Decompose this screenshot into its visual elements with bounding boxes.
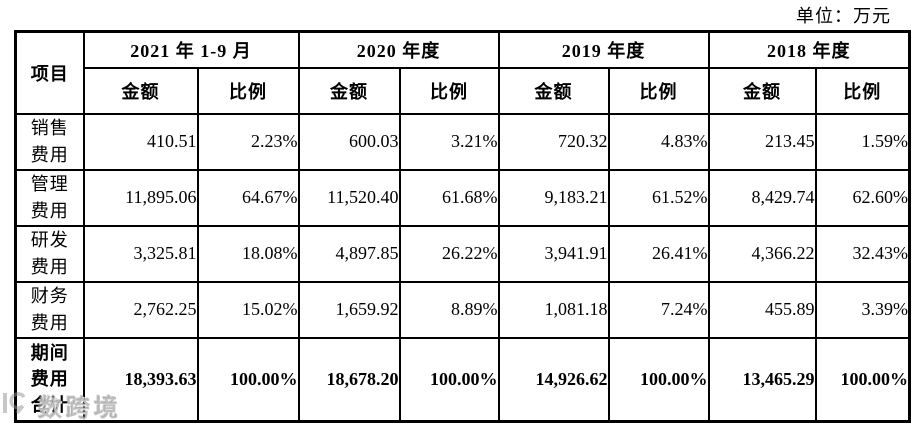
column-header-period-2020: 2020 年度: [297, 30, 500, 69]
cell-ratio: 26.41%: [607, 224, 710, 283]
row-label: 财务 费用: [14, 280, 85, 339]
cell-ratio: 1.59%: [814, 112, 911, 171]
cell-amount: 4,366.22: [707, 224, 817, 283]
cell-ratio: 2.23%: [196, 112, 300, 171]
column-header-amount: 金额: [497, 66, 610, 115]
cell-amount: 213.45: [707, 112, 817, 171]
table-header-period-row: 项目 2021 年 1-9 月 2020 年度 2019 年度 2018 年度: [14, 30, 911, 115]
cell-ratio: 15.02%: [196, 280, 300, 339]
column-header-period-2019: 2019 年度: [497, 30, 710, 69]
cell-ratio: 64.67%: [196, 168, 300, 227]
row-label: 研发 费用: [14, 224, 85, 283]
cell-ratio: 4.83%: [607, 112, 710, 171]
cell-amount: 720.32: [497, 112, 610, 171]
column-header-item: 项目: [14, 30, 85, 115]
column-header-period-2021: 2021 年 1-9 月: [82, 30, 300, 69]
table-row-admin-expense: 管理 费用 11,895.06 64.67% 11,520.40 61.68% …: [14, 168, 911, 227]
column-header-period-2018: 2018 年度: [707, 30, 911, 69]
table-row-sales-expense: 销售 费用 410.51 2.23% 600.03 3.21% 720.32 4…: [14, 112, 911, 171]
cell-amount: 4,897.85: [297, 224, 401, 283]
column-header-amount: 金额: [297, 66, 401, 115]
cell-ratio: 61.52%: [607, 168, 710, 227]
cell-amount: 18,678.20: [297, 336, 401, 423]
column-header-ratio: 比例: [398, 66, 500, 115]
table-row-rd-expense: 研发 费用 3,325.81 18.08% 4,897.85 26.22% 3,…: [14, 224, 911, 283]
cell-ratio: 3.21%: [398, 112, 500, 171]
cell-amount: 14,926.62: [497, 336, 610, 423]
cell-amount: 2,762.25: [82, 280, 199, 339]
cell-amount: 3,325.81: [82, 224, 199, 283]
cell-amount: 13,465.29: [707, 336, 817, 423]
cell-amount: 600.03: [297, 112, 401, 171]
cell-ratio: 3.39%: [814, 280, 911, 339]
cell-ratio: 61.68%: [398, 168, 500, 227]
cell-amount: 11,895.06: [82, 168, 199, 227]
cell-amount: 455.89: [707, 280, 817, 339]
cell-ratio: 18.08%: [196, 224, 300, 283]
row-label: 销售 费用: [14, 112, 85, 171]
expense-table: 项目 2021 年 1-9 月 2020 年度 2019 年度 2018 年度 …: [14, 30, 911, 423]
unit-label: 单位：万元: [796, 6, 891, 26]
cell-ratio: 26.22%: [398, 224, 500, 283]
cell-ratio: 100.00%: [398, 336, 500, 423]
table-row-total-period-expense: 期间 费用 合计 18,393.63 100.00% 18,678.20 100…: [14, 336, 911, 423]
table-header-sub-row: 金额 比例 金额 比例 金额 比例 金额 比例: [16, 66, 911, 115]
cell-ratio: 100.00%: [607, 336, 710, 423]
row-label: 期间 费用 合计: [14, 336, 85, 423]
cell-ratio: 32.43%: [814, 224, 911, 283]
cell-ratio: 8.89%: [398, 280, 500, 339]
cell-ratio: 100.00%: [814, 336, 911, 423]
table-row-finance-expense: 财务 费用 2,762.25 15.02% 1,659.92 8.89% 1,0…: [14, 280, 911, 339]
column-header-ratio: 比例: [814, 66, 911, 115]
cell-amount: 8,429.74: [707, 168, 817, 227]
cell-amount: 3,941.91: [497, 224, 610, 283]
column-header-ratio: 比例: [196, 66, 300, 115]
column-header-amount: 金额: [82, 66, 199, 115]
cell-amount: 1,081.18: [497, 280, 610, 339]
column-header-amount: 金额: [707, 66, 817, 115]
cell-amount: 9,183.21: [497, 168, 610, 227]
cell-amount: 1,659.92: [297, 280, 401, 339]
column-header-ratio: 比例: [607, 66, 710, 115]
cell-amount: 18,393.63: [82, 336, 199, 423]
cell-ratio: 100.00%: [196, 336, 300, 423]
row-label: 管理 费用: [14, 168, 85, 227]
cell-ratio: 7.24%: [607, 280, 710, 339]
cell-ratio: 62.60%: [814, 168, 911, 227]
cell-amount: 410.51: [82, 112, 199, 171]
cell-amount: 11,520.40: [297, 168, 401, 227]
